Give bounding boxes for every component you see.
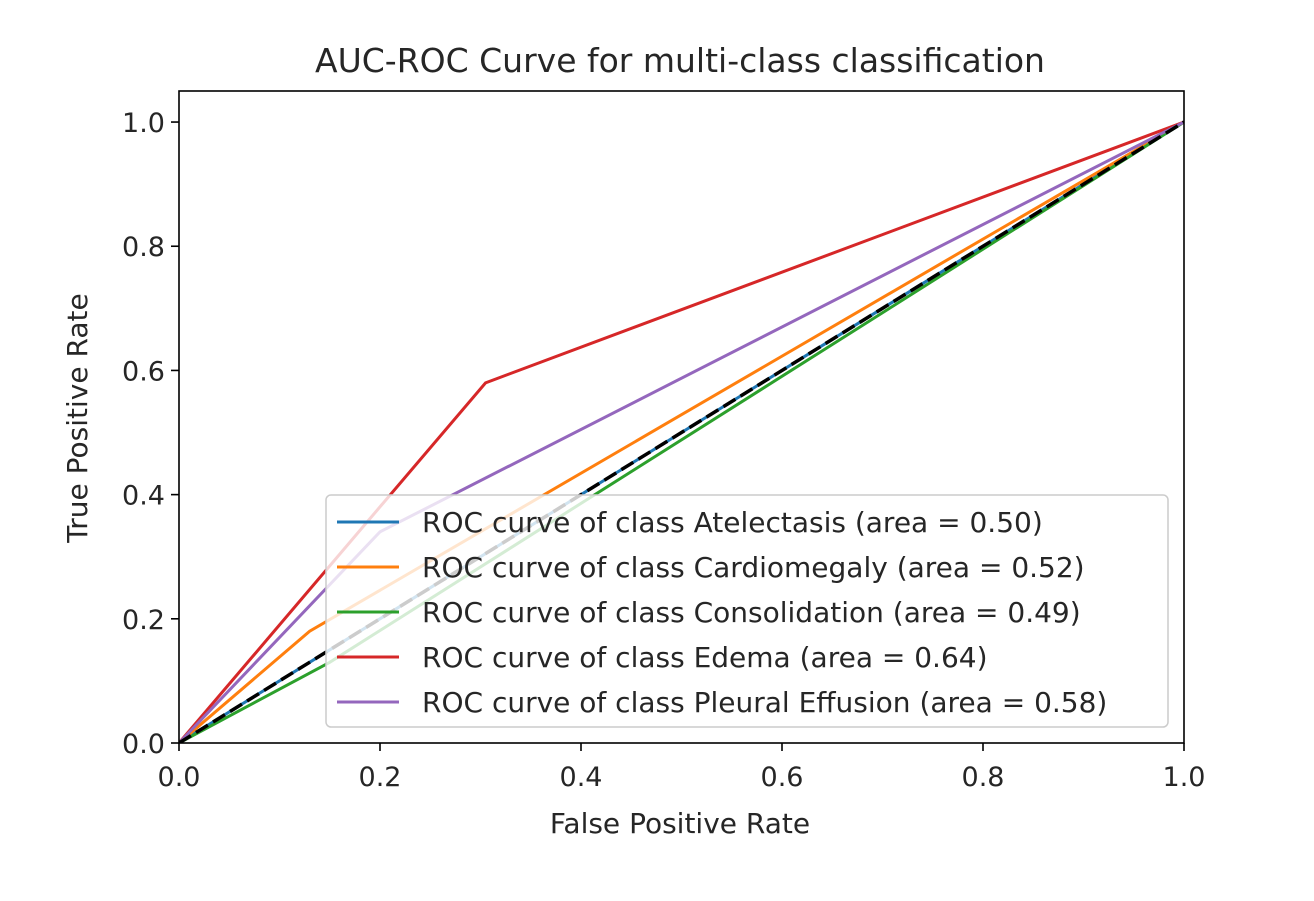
axes-frame: [178, 90, 1185, 744]
roc-series-line-2: [179, 120, 1184, 743]
y-tick-label: 0.6: [122, 356, 165, 387]
x-tick-label: 0.2: [359, 762, 402, 793]
legend-box: [325, 494, 1169, 728]
chart-title: AUC-ROC Curve for multi-class classifica…: [315, 41, 1045, 80]
x-tick-label: 0.0: [158, 762, 201, 793]
y-tick-label: 0.4: [122, 481, 165, 512]
x-tick-label: 0.6: [761, 762, 804, 793]
y-tick-label: 0.2: [122, 605, 165, 636]
legend-label-4: ROC curve of class Edema (area = 0.64): [422, 641, 988, 674]
y-tick-label: 0.8: [122, 232, 165, 263]
x-tick-label: 0.8: [962, 762, 1005, 793]
legend-label-3: ROC curve of class Consolidation (area =…: [422, 596, 1081, 629]
y-tick-label: 0.0: [122, 729, 165, 760]
x-axis-label: False Positive Rate: [550, 807, 810, 840]
y-tick-label: 1.0: [122, 108, 165, 139]
y-axis-label: True Positive Rate: [61, 293, 94, 543]
legend-label-1: ROC curve of class Atelectasis (area = 0…: [422, 506, 1043, 539]
axes: 0.0 0.2 0.4 0.6 0.8 1.0 0.0 0.2 0.4 0.6 0.8 1.0: [122, 90, 1206, 793]
legend-label-2: ROC curve of class Cardiomegaly (area = …: [422, 551, 1085, 584]
chance-diagonal-line: [179, 120, 1184, 743]
legend-label-5: ROC curve of class Pleural Effusion (are…: [422, 686, 1107, 719]
roc-series-line-4: [179, 120, 1184, 743]
x-tick-label: 0.4: [560, 762, 603, 793]
legend: ROC curve of class Atelectasis (area = 0…: [325, 494, 1169, 728]
x-tick-label: 1.0: [1163, 762, 1206, 793]
